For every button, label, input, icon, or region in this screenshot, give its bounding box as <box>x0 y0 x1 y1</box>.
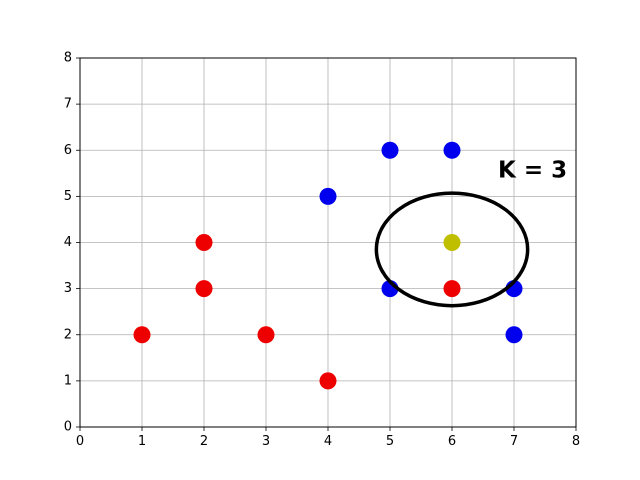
k-annotation: K = 3 <box>498 158 567 184</box>
data-point <box>257 326 275 344</box>
y-tick-label: 2 <box>64 327 72 342</box>
data-point <box>195 234 213 251</box>
data-point <box>443 234 461 251</box>
y-tick-label: 7 <box>64 97 72 112</box>
x-tick-label: 3 <box>262 434 270 449</box>
x-tick-label: 2 <box>200 434 208 449</box>
y-tick-label: 5 <box>64 189 72 204</box>
k-neighbor-circle <box>374 191 530 308</box>
data-points <box>133 141 523 390</box>
data-point <box>195 280 213 298</box>
data-point <box>443 280 461 298</box>
x-tick-label: 4 <box>324 434 332 449</box>
x-tick-label: 1 <box>138 434 146 449</box>
x-tick-label: 7 <box>510 434 518 449</box>
x-tick-label: 0 <box>76 434 84 449</box>
y-tick-label: 8 <box>64 51 72 66</box>
y-tick-label: 1 <box>64 373 72 388</box>
data-point <box>133 326 151 344</box>
x-tick-label: 8 <box>572 434 580 449</box>
y-tick-label: 4 <box>64 235 72 250</box>
y-tick-label: 3 <box>64 281 72 296</box>
y-tick-label: 0 <box>64 420 72 435</box>
y-axis-ticks: 0 1 2 3 4 5 6 7 8 <box>64 51 80 435</box>
data-point <box>319 372 337 390</box>
x-tick-label: 6 <box>448 434 456 449</box>
data-point <box>381 141 399 159</box>
y-tick-label: 6 <box>64 143 72 158</box>
data-point <box>443 141 461 159</box>
x-axis-ticks: 0 1 2 3 4 5 6 7 8 <box>76 427 580 449</box>
data-point <box>505 326 523 344</box>
neighbor-circle-layer <box>374 191 530 308</box>
plot-frame <box>79 57 577 428</box>
x-tick-label: 5 <box>386 434 394 449</box>
data-point <box>319 187 337 205</box>
